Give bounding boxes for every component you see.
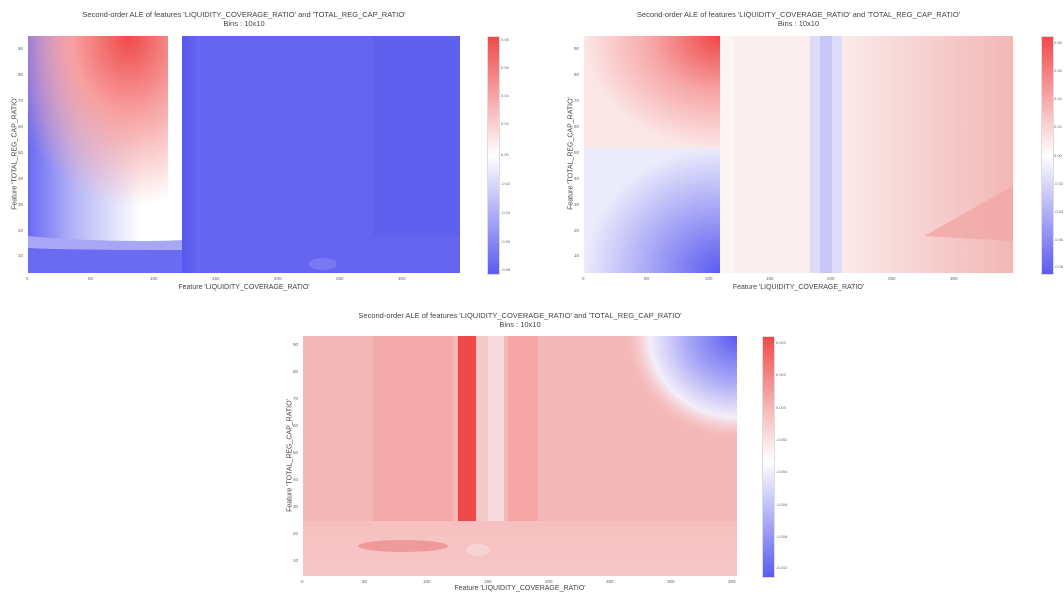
y-tick: 90 [574,46,580,51]
y-tick: 20 [293,531,299,536]
y-tick: 70 [18,98,24,103]
y-tick: 60 [18,124,24,129]
x-tick: 200 [545,579,553,584]
x-tick: 50 [644,276,650,281]
x-tick: 0 [26,276,29,281]
y-tick: 90 [293,342,299,347]
y-axis-label: Feature 'TOTAL_REG_CAP_RATIO' [11,97,19,210]
y-tick: 20 [18,228,24,233]
colorbar-tick: -0.08 [501,267,511,272]
chart-subtitle: Bins : 10x10 [223,19,265,28]
colorbar-tick: 0.004 [776,340,787,345]
chart-subtitle: Bins : 10x10 [777,19,820,28]
x-tick: 200 [274,276,282,281]
colorbar-tick: 0.04 [1054,96,1062,101]
colorbar-tick: -0.04 [1054,209,1064,214]
x-tick: 150 [766,276,774,281]
y-tick: 90 [18,46,24,51]
colorbar [1041,36,1054,275]
colorbar-tick: -0.06 [1054,237,1064,242]
colorbar-tick: -0.002 [776,437,788,442]
x-tick: 300 [950,276,958,281]
x-tick: 100 [423,579,431,584]
colorbar-tick: 0.08 [1054,40,1062,45]
colorbar [487,36,500,275]
y-tick: 40 [574,176,580,181]
colorbar-tick: -0.006 [776,502,788,507]
x-tick: 350 [728,579,736,584]
colorbar-tick: 0.06 [501,65,509,70]
y-tick: 10 [18,253,24,258]
x-tick: 300 [398,276,406,281]
colorbar-tick: 0.02 [1054,124,1062,129]
colorbar-tick: -0.010 [776,565,788,570]
y-tick: 80 [18,72,24,77]
colorbar-tick: 0.06 [1054,68,1062,73]
heatmap-plot [303,336,737,576]
x-tick: 250 [888,276,896,281]
x-axis-label: Feature 'LIQUIDITY_COVERAGE_RATIO' [732,284,865,291]
y-tick: 30 [293,504,299,509]
x-tick: 0 [301,579,304,584]
colorbar-tick: -0.02 [1054,181,1064,186]
y-tick: 80 [574,72,580,77]
y-tick: 30 [18,202,24,207]
x-axis-label: Feature 'LIQUIDITY_COVERAGE_RATIO' [454,585,586,592]
y-tick: 50 [18,150,24,155]
y-tick: 40 [293,477,299,482]
y-tick: 30 [574,202,580,207]
x-axis-label: Feature 'LIQUIDITY_COVERAGE_RATIO' [178,284,310,291]
x-tick: 100 [150,276,158,281]
colorbar-tick: 0.00 [1054,153,1062,158]
y-tick: 60 [574,124,580,129]
colorbar-tick: 0.002 [776,372,787,377]
colorbar-tick: 0.08 [501,37,509,42]
heatmap-plot [584,36,1013,273]
x-tick: 300 [667,579,675,584]
colorbar-tick: 0.000 [776,405,787,410]
y-tick: 20 [574,228,580,233]
chart-subtitle: Bins : 10x10 [499,320,541,329]
y-axis-label: Feature 'TOTAL_REG_CAP_RATIO' [286,399,294,512]
x-tick: 150 [484,579,492,584]
colorbar-tick: -0.008 [776,534,788,539]
y-tick: 70 [293,396,299,401]
colorbar-tick: -0.004 [776,469,788,474]
colorbar [762,336,775,578]
chart-title: Second-order ALE of features 'LIQUIDITY_… [82,10,406,19]
y-tick: 60 [293,423,299,428]
x-tick: 250 [336,276,344,281]
heatmap-plot [28,36,460,273]
x-tick: 200 [827,276,835,281]
x-tick: 250 [606,579,614,584]
colorbar-tick: -0.04 [501,210,511,215]
colorbar-tick: -0.06 [501,239,511,244]
colorbar-tick: -0.02 [501,181,511,186]
y-tick: 40 [18,176,24,181]
y-tick: 50 [574,150,580,155]
colorbar-tick: 0.02 [501,121,509,126]
x-tick: 50 [362,579,368,584]
y-tick: 50 [293,450,299,455]
colorbar-tick: 0.04 [501,93,509,98]
y-tick: 10 [293,558,299,563]
x-tick: 150 [212,276,220,281]
colorbar-tick: -0.08 [1054,264,1064,269]
chart-title: Second-order ALE of features 'LIQUIDITY_… [358,311,682,320]
colorbar-tick: 0.00 [501,152,509,157]
y-axis-label: Feature 'TOTAL_REG_CAP_RATIO' [567,97,575,210]
x-tick: 0 [582,276,585,281]
y-tick: 10 [574,253,580,258]
x-tick: 100 [705,276,713,281]
y-tick: 80 [293,369,299,374]
x-tick: 50 [88,276,94,281]
y-tick: 70 [574,98,580,103]
chart-title: Second-order ALE of features 'LIQUIDITY_… [636,10,961,19]
